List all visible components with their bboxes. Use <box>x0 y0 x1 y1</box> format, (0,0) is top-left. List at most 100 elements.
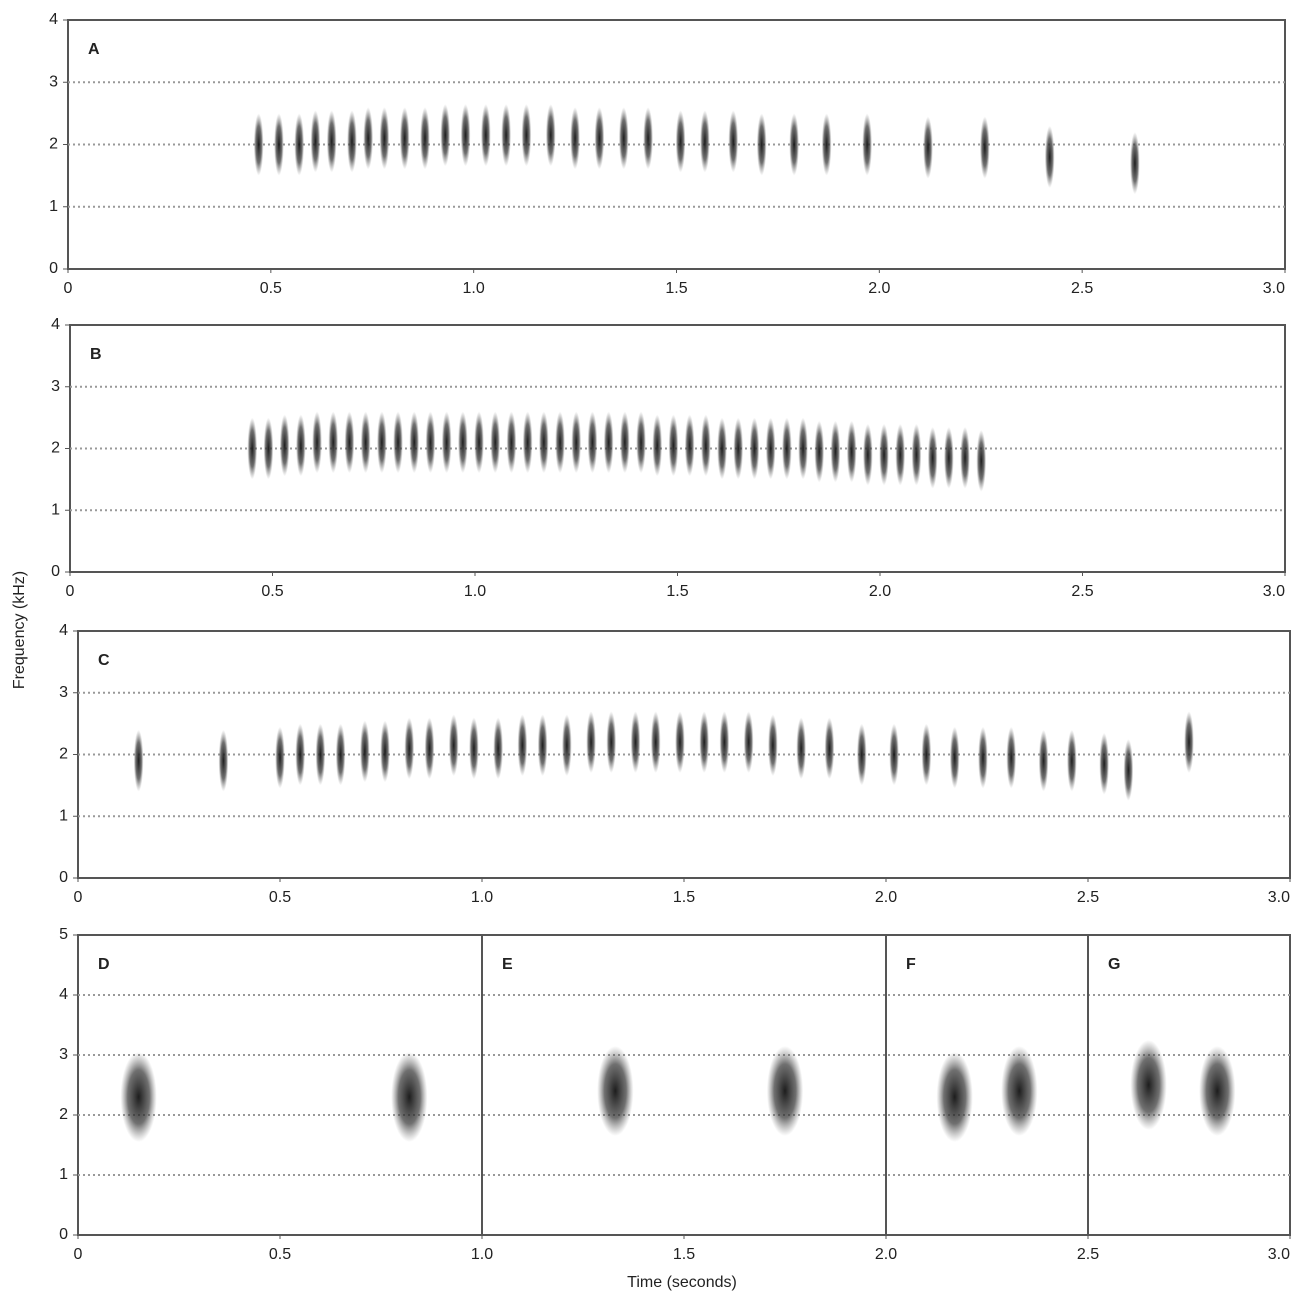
note <box>448 714 459 777</box>
note <box>911 423 922 486</box>
note <box>743 711 754 774</box>
note <box>862 113 873 176</box>
note <box>756 113 767 176</box>
note <box>344 411 355 474</box>
y-tick-label: 1 <box>59 807 68 824</box>
x-tick-label: 0 <box>64 280 73 297</box>
panel-label: D <box>98 956 110 973</box>
note <box>619 411 630 474</box>
note <box>1099 732 1110 795</box>
x-tick-label: 1.5 <box>673 1246 695 1263</box>
y-tick-label: 4 <box>59 986 68 1003</box>
x-tick-label: 1.5 <box>666 583 688 600</box>
note <box>668 414 679 477</box>
note <box>490 411 501 474</box>
note <box>561 714 572 777</box>
note <box>1001 1046 1038 1136</box>
x-tick-label: 3.0 <box>1268 1246 1290 1263</box>
note <box>586 711 596 774</box>
note <box>700 110 710 173</box>
note <box>824 717 835 780</box>
note <box>1044 125 1055 189</box>
note <box>749 417 760 480</box>
plot-frame <box>77 934 1291 1236</box>
note <box>517 714 528 777</box>
y-axis-label: Frequency (kHz) <box>11 571 28 689</box>
note <box>960 426 970 489</box>
x-axis-label: Time (seconds) <box>627 1274 737 1291</box>
note <box>441 411 452 474</box>
x-tick-label: 1.5 <box>665 280 687 297</box>
note <box>312 411 322 474</box>
note <box>376 411 387 474</box>
y-tick-label: 0 <box>51 563 60 580</box>
x-tick-label: 0 <box>66 583 75 600</box>
note <box>424 717 435 780</box>
note <box>1038 729 1049 792</box>
note <box>295 723 306 786</box>
panel-label: F <box>906 956 916 973</box>
note <box>700 414 711 477</box>
note <box>460 104 471 167</box>
note <box>359 720 370 783</box>
note <box>295 414 306 477</box>
x-tick-label: 0.5 <box>261 583 283 600</box>
note <box>247 417 258 480</box>
note <box>545 104 556 167</box>
x-tick-label: 2.5 <box>1077 889 1099 906</box>
note <box>636 411 646 474</box>
x-tick-label: 3.0 <box>1268 889 1290 906</box>
note <box>766 1046 804 1136</box>
note <box>279 414 290 477</box>
note <box>391 1052 428 1142</box>
note <box>1066 729 1077 792</box>
note <box>733 417 744 480</box>
note <box>521 104 532 167</box>
note <box>594 107 605 170</box>
panel-label: B <box>90 346 102 363</box>
x-tick-label: 1.0 <box>463 280 485 297</box>
note <box>943 426 954 489</box>
note <box>420 107 430 170</box>
note <box>379 107 390 170</box>
x-tick-label: 2.5 <box>1071 583 1093 600</box>
note <box>978 726 988 789</box>
note <box>347 110 357 173</box>
y-tick-label: 3 <box>49 73 58 90</box>
y-tick-label: 4 <box>59 622 68 639</box>
x-tick-label: 0 <box>74 1246 83 1263</box>
note <box>275 726 285 789</box>
x-tick-label: 1.0 <box>471 889 493 906</box>
note <box>798 417 808 480</box>
note <box>630 711 641 774</box>
note <box>404 717 415 780</box>
note <box>493 717 504 780</box>
note <box>862 423 873 486</box>
note <box>328 411 339 474</box>
note <box>936 1052 973 1142</box>
note <box>380 720 390 783</box>
x-tick-label: 1.5 <box>673 889 695 906</box>
note <box>363 107 374 170</box>
x-tick-label: 0.5 <box>269 1246 291 1263</box>
note <box>440 104 451 167</box>
x-tick-label: 0.5 <box>260 280 282 297</box>
y-tick-label: 4 <box>49 11 58 28</box>
note <box>879 423 889 486</box>
note <box>571 411 582 474</box>
note <box>555 411 565 474</box>
note <box>294 113 305 176</box>
note <box>587 411 598 474</box>
note <box>425 411 436 474</box>
note <box>923 116 933 179</box>
x-tick-label: 3.0 <box>1263 583 1285 600</box>
y-tick-label: 2 <box>59 1106 68 1123</box>
note <box>1006 726 1017 789</box>
note <box>570 107 580 170</box>
note <box>1130 132 1140 195</box>
note <box>469 717 479 780</box>
panel-label: E <box>502 956 513 973</box>
note <box>603 411 614 474</box>
note <box>719 711 730 774</box>
